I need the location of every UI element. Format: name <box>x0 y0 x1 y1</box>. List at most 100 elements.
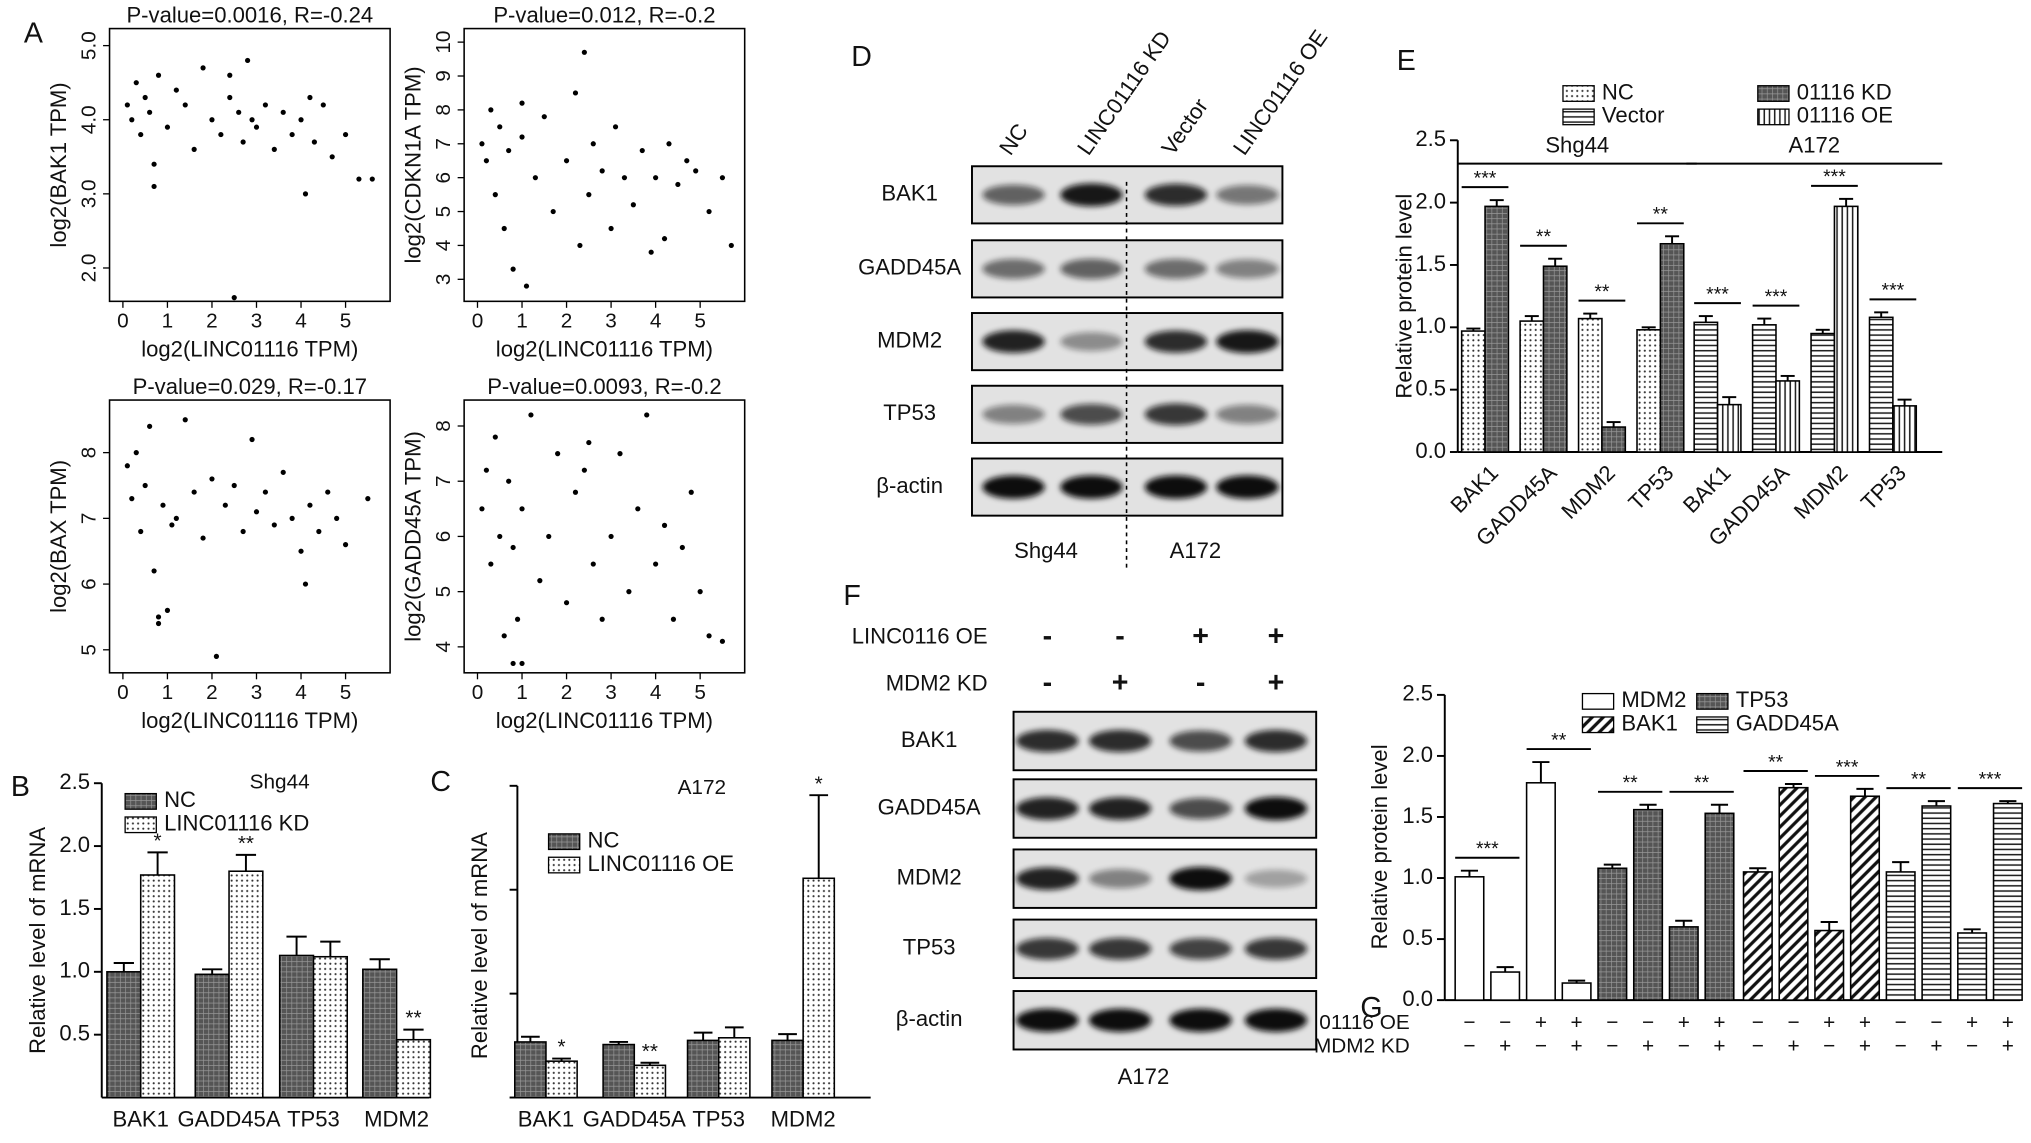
x-tick-label: GADD45A <box>177 1107 280 1132</box>
band <box>1088 729 1152 753</box>
protein-label: GADD45A <box>858 255 961 280</box>
y-tick-label: 3 <box>432 274 455 286</box>
bar <box>1561 982 1592 1001</box>
condition-symbol: + <box>1713 1011 1725 1034</box>
condition-symbol: + <box>1787 1034 1799 1057</box>
legend-label: TP53 <box>1736 687 1789 712</box>
x-tick-label: 1 <box>516 310 528 333</box>
y-tick-label: 2.0 <box>78 254 101 283</box>
point <box>706 633 712 639</box>
y-tick-label: 10 <box>432 31 455 54</box>
band <box>1169 866 1232 891</box>
point <box>546 533 552 540</box>
condition-symbol: + <box>1678 1011 1690 1034</box>
chart-title: P-value=0.0016, R=-0.24 <box>126 3 373 28</box>
x-tick-label: 4 <box>650 681 662 704</box>
group-label: Shg44 <box>1545 133 1609 158</box>
annotation: ** <box>238 832 254 855</box>
point <box>479 141 485 147</box>
point <box>497 124 503 130</box>
point <box>653 175 659 181</box>
y-tick-label: 6 <box>432 531 455 543</box>
significance-label: *** <box>1765 286 1788 308</box>
point <box>506 478 512 484</box>
point <box>510 266 516 272</box>
point <box>227 72 233 78</box>
bar <box>1577 317 1603 453</box>
legend-swatch <box>124 792 157 810</box>
point <box>577 242 583 249</box>
panel-label: E <box>1397 45 1416 77</box>
point <box>262 489 269 495</box>
condition-symbol: + <box>2002 1011 2014 1034</box>
point <box>356 176 362 182</box>
annotation: * <box>154 829 162 852</box>
point <box>519 100 525 106</box>
legend-swatch <box>1562 85 1595 102</box>
point <box>661 236 668 242</box>
x-tick-label: BAK1 <box>112 1107 168 1132</box>
point <box>164 607 171 613</box>
y-tick-label: 0.0 <box>1402 986 1433 1011</box>
significance-label: *** <box>1882 280 1905 302</box>
point <box>608 225 614 232</box>
x-tick-label: 0 <box>117 310 129 333</box>
x-tick-label: MDM2 <box>364 1107 429 1132</box>
y-tick-label: 7 <box>432 138 455 150</box>
lane-label: NC <box>994 119 1033 160</box>
y-tick-label: 8 <box>432 420 455 432</box>
band <box>1088 869 1152 889</box>
point <box>635 506 641 512</box>
point <box>262 102 269 108</box>
bar <box>1542 265 1568 453</box>
condition-label: LINC0116 OE <box>852 624 988 649</box>
x-tick-label: 0 <box>472 310 484 333</box>
condition-symbol: − <box>1535 1034 1547 1057</box>
point <box>151 183 157 190</box>
condition-symbol: − <box>1895 1034 1907 1057</box>
panel-label: B <box>11 771 30 803</box>
panel-label: D <box>851 41 872 73</box>
point <box>510 544 516 551</box>
band <box>1088 937 1152 960</box>
band <box>1060 332 1123 351</box>
point <box>501 633 507 639</box>
condition-symbol: + <box>1823 1011 1835 1034</box>
point <box>501 225 507 232</box>
point <box>572 489 579 495</box>
chart-title: P-value=0.012, R=-0.2 <box>493 3 715 28</box>
point <box>555 451 561 457</box>
cell-line-label: A172 <box>1170 538 1222 563</box>
band <box>1216 185 1279 205</box>
y-axis-label: log2(BAK1 TPM) <box>46 82 71 247</box>
bar <box>545 1060 578 1099</box>
point <box>608 533 614 540</box>
x-tick-label: BAK1 <box>518 1107 574 1132</box>
legend-label: Vector <box>1602 103 1665 128</box>
point <box>160 502 166 508</box>
legend-label: NC <box>1602 79 1634 104</box>
point <box>719 638 726 644</box>
cell-line-label: Shg44 <box>1014 538 1078 563</box>
x-tick-label: 3 <box>605 681 617 704</box>
y-tick-label: 2.0 <box>1415 188 1446 213</box>
bar <box>802 877 836 1099</box>
bar <box>395 1038 432 1099</box>
annotation: * <box>815 772 823 795</box>
condition-symbol: − <box>1463 1034 1475 1057</box>
point <box>307 94 313 101</box>
point <box>240 139 246 145</box>
condition-symbol: + <box>1642 1034 1654 1057</box>
point <box>302 191 309 197</box>
panel-label: G <box>1360 992 1382 1024</box>
y-tick-label: 1.5 <box>1402 803 1433 828</box>
panel-label: A <box>24 18 43 50</box>
significance-label: *** <box>1836 756 1859 778</box>
legend-swatch <box>547 833 581 851</box>
point <box>572 90 579 96</box>
x-tick-label: MDM2 <box>1556 460 1620 524</box>
x-tick-label: 0 <box>117 681 129 704</box>
annotation: * <box>558 1036 566 1059</box>
y-tick-label: 0.5 <box>59 1021 90 1046</box>
point <box>147 109 153 115</box>
